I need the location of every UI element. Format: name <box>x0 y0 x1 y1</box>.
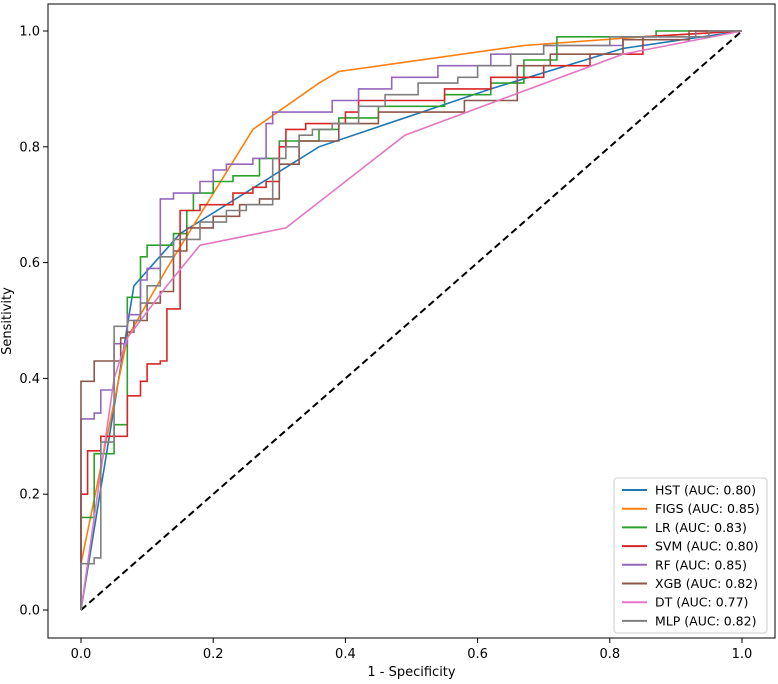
legend: HST (AUC: 0.80) FIGS (AUC: 0.85) LR (AUC: … <box>613 477 768 634</box>
y-axis-label: Sensitivity <box>0 287 15 355</box>
legend-label-hst: HST (AUC: 0.80) <box>655 483 756 498</box>
y-tick-label: 0.2 <box>19 488 40 503</box>
y-tick-label: 1.0 <box>19 25 40 40</box>
legend-label-figs: FIGS (AUC: 0.85) <box>655 501 760 516</box>
legend-box <box>613 477 768 634</box>
axis-ticks: 0.0 0.2 0.4 0.6 0.8 1.0 0.0 0.2 0.4 0.6 0.8 1.0 <box>19 25 752 663</box>
x-tick-label: 0.8 <box>599 647 620 662</box>
roc-line-xgb <box>80 30 742 610</box>
x-tick-label: 1.0 <box>732 647 753 662</box>
x-tick-label: 0.0 <box>71 647 92 662</box>
legend-label-dt: DT (AUC: 0.77) <box>655 595 748 610</box>
roc-line-rf <box>80 30 742 610</box>
plot-area <box>80 30 743 611</box>
x-axis-label: 1 - Specificity <box>367 665 456 680</box>
y-tick-label: 0.0 <box>19 604 40 619</box>
legend-label-svm: SVM (AUC: 0.80) <box>655 539 758 554</box>
chance-diagonal-line <box>80 30 743 611</box>
axes-frame <box>47 3 776 639</box>
legend-label-lr: LR (AUC: 0.83) <box>655 520 747 535</box>
roc-line-svm <box>80 30 743 610</box>
x-tick-label: 0.2 <box>203 647 224 662</box>
x-tick-label: 0.6 <box>467 647 488 662</box>
roc-line-mlp <box>80 30 742 610</box>
y-tick-label: 0.4 <box>19 372 40 387</box>
legend-label-xgb: XGB (AUC: 0.82) <box>655 576 758 591</box>
y-tick-label: 0.8 <box>19 140 40 155</box>
legend-label-rf: RF (AUC: 0.85) <box>655 557 747 572</box>
roc-line-dt <box>80 30 743 611</box>
x-tick-label: 0.4 <box>335 647 356 662</box>
y-tick-label: 0.6 <box>19 256 40 271</box>
legend-label-mlp: MLP (AUC: 0.82) <box>655 613 756 628</box>
